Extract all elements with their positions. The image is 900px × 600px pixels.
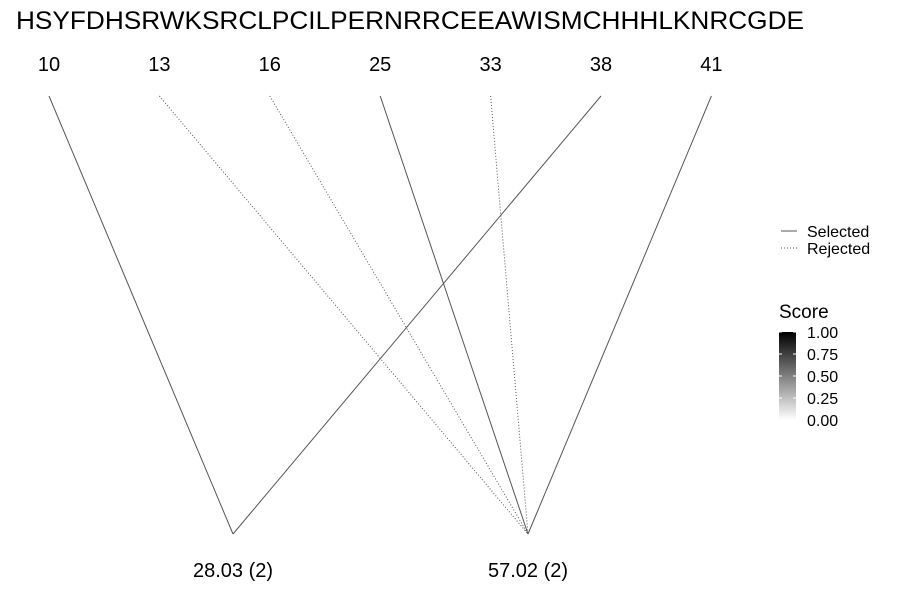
position-label-38: 38: [590, 54, 612, 76]
cluster-label-1: 28.03 (2): [193, 560, 273, 582]
score-legend-title: Score: [779, 302, 829, 323]
position-label-25: 25: [369, 54, 391, 76]
link-13-to-cluster-2-rejected: [159, 95, 529, 535]
link-41-to-cluster-2-selected: [527, 95, 712, 535]
legend-rejected-label: Rejected: [807, 241, 870, 258]
score-tick-label-2: 0.50: [807, 369, 838, 386]
position-label-13: 13: [148, 54, 170, 76]
position-label-41: 41: [700, 54, 722, 76]
cluster-label-2: 57.02 (2): [488, 560, 568, 582]
link-33-to-cluster-2-rejected: [490, 95, 529, 535]
links-layer: [48, 95, 712, 535]
cluster-labels: 28.03 (2) 57.02 (2): [193, 560, 568, 582]
link-25-to-cluster-2-selected: [379, 95, 529, 535]
link-10-to-cluster-1-selected: [48, 95, 234, 535]
position-labels: 10 13 16 25 33 38 41: [38, 54, 723, 76]
link-16-to-cluster-2-rejected: [269, 95, 529, 535]
score-legend: Score 1.00 0.75 0.50 0.25 0.00: [779, 302, 838, 430]
sequence-label: HSYFDHSRWKSRCLPCILPERNRRCEEAWISMCHHHLKNR…: [16, 7, 804, 35]
linetype-legend: Selected Rejected: [781, 224, 870, 258]
score-tick-label-4: 0.00: [807, 413, 838, 430]
score-tick-label-0: 1.00: [807, 325, 838, 342]
score-colorbar: [779, 332, 796, 420]
score-tick-label-1: 0.75: [807, 347, 838, 364]
score-tick-label-3: 0.25: [807, 391, 838, 408]
link-38-to-cluster-1-selected: [232, 95, 602, 535]
legend-selected-label: Selected: [807, 224, 869, 241]
position-label-33: 33: [479, 54, 501, 76]
score-ticks: 1.00 0.75 0.50 0.25 0.00: [779, 325, 838, 430]
position-label-10: 10: [38, 54, 60, 76]
position-label-16: 16: [259, 54, 281, 76]
